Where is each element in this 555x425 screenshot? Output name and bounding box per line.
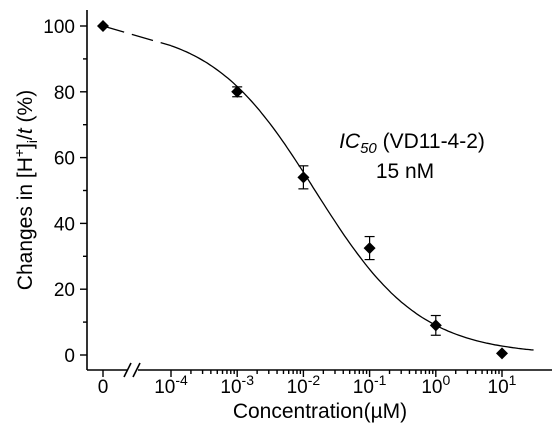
axis-break-mark-2 (132, 362, 141, 378)
fit-curve (170, 45, 534, 351)
fit-curve-break-segment (102, 25, 172, 47)
x-tick-label: 10-2 (287, 372, 321, 398)
data-point-diamond (363, 242, 376, 255)
x-tick-label: 0 (98, 377, 109, 398)
y-tick-label: 80 (54, 83, 75, 104)
y-tick-label: 20 (54, 280, 75, 301)
y-tick-label: 0 (64, 346, 75, 367)
x-tick-label: 10-4 (154, 372, 188, 398)
axis-break-mark-1 (123, 362, 132, 378)
ic50-label: IC50 (VD11-4-2) (339, 130, 485, 157)
data-point-diamond (231, 85, 244, 98)
data-point-diamond (97, 20, 109, 32)
x-tick-label: 100 (421, 372, 450, 398)
fit-curve-group (102, 25, 534, 351)
y-tick-label: 100 (43, 17, 75, 38)
data-point-diamond (297, 171, 310, 184)
y-tick-label: 60 (54, 149, 75, 170)
x-axis-title: Concentration(µM) (233, 400, 407, 423)
ic50-value: 15 nM (376, 160, 434, 183)
data-point-diamond (496, 347, 508, 360)
x-tick-label: 10-3 (220, 372, 254, 398)
y-ticks: 0 20 40 60 80 100 (43, 17, 87, 367)
data-point-diamond (429, 319, 442, 332)
x-tick-label: 101 (488, 372, 517, 398)
x-ticks: 0 10-4 10-3 10-2 10-1 100 101 (98, 370, 517, 398)
x-tick-label: 10-1 (353, 372, 387, 398)
y-axis-title: Changes in [H+]i/t (%) (11, 90, 40, 290)
data-points (97, 20, 508, 360)
y-tick-label: 40 (54, 214, 75, 235)
